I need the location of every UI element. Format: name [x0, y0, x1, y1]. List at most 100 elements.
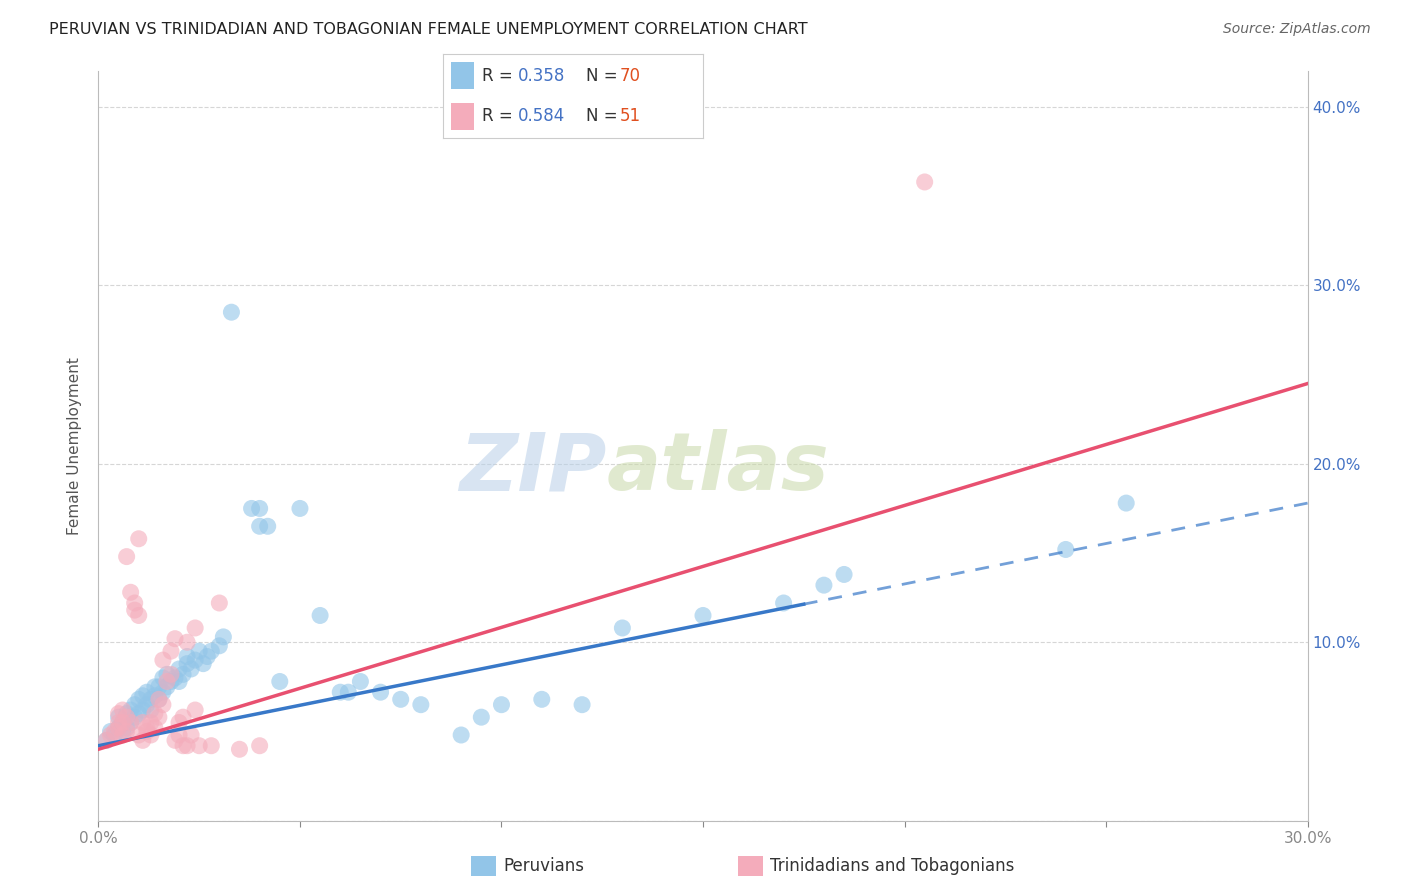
Point	[491, 698, 513, 712]
Point	[143, 689, 166, 703]
Text: 70: 70	[620, 67, 641, 85]
Text: 0.358: 0.358	[519, 67, 565, 85]
Point	[132, 733, 155, 747]
Point	[571, 698, 593, 712]
Point	[249, 519, 271, 533]
Point	[184, 621, 207, 635]
Text: Peruvians: Peruvians	[503, 857, 585, 875]
Point	[120, 585, 142, 599]
Point	[337, 685, 360, 699]
Point	[128, 706, 150, 721]
Point	[167, 674, 190, 689]
Point	[152, 698, 174, 712]
Point	[107, 706, 129, 721]
Text: ZIP: ZIP	[458, 429, 606, 508]
Point	[188, 739, 211, 753]
Point	[163, 671, 186, 685]
Point	[200, 644, 222, 658]
Point	[139, 715, 162, 730]
Point	[309, 608, 332, 623]
Point	[120, 715, 142, 730]
Point	[111, 728, 134, 742]
Point	[152, 685, 174, 699]
Point	[172, 739, 194, 753]
Point	[124, 698, 146, 712]
FancyBboxPatch shape	[451, 103, 474, 130]
Point	[100, 728, 122, 742]
Point	[1054, 542, 1077, 557]
Point	[143, 706, 166, 721]
Point	[160, 644, 183, 658]
Point	[115, 724, 138, 739]
Point	[249, 739, 271, 753]
Point	[1115, 496, 1137, 510]
Point	[370, 685, 392, 699]
Point	[132, 689, 155, 703]
Point	[172, 710, 194, 724]
Point	[193, 657, 215, 671]
Point	[103, 724, 125, 739]
Point	[139, 692, 162, 706]
Point	[349, 674, 371, 689]
Point	[124, 710, 146, 724]
Text: R =: R =	[482, 67, 517, 85]
Point	[184, 703, 207, 717]
Point	[389, 692, 412, 706]
Point	[692, 608, 714, 623]
Point	[120, 715, 142, 730]
Point	[184, 653, 207, 667]
Point	[120, 703, 142, 717]
Point	[160, 674, 183, 689]
Point	[914, 175, 936, 189]
Point	[208, 639, 231, 653]
Point	[128, 532, 150, 546]
Point	[135, 685, 157, 699]
Point	[212, 630, 235, 644]
Point	[612, 621, 634, 635]
Point	[107, 721, 129, 735]
Point	[115, 721, 138, 735]
Point	[100, 724, 122, 739]
Point	[152, 653, 174, 667]
Text: PERUVIAN VS TRINIDADIAN AND TOBAGONIAN FEMALE UNEMPLOYMENT CORRELATION CHART: PERUVIAN VS TRINIDADIAN AND TOBAGONIAN F…	[49, 22, 808, 37]
Point	[813, 578, 835, 592]
Point	[176, 657, 198, 671]
Point	[135, 724, 157, 739]
Point	[163, 733, 186, 747]
Point	[148, 710, 170, 724]
Point	[772, 596, 794, 610]
Point	[107, 715, 129, 730]
Point	[124, 596, 146, 610]
Point	[167, 728, 190, 742]
Point	[128, 692, 150, 706]
Point	[143, 721, 166, 735]
Point	[269, 674, 291, 689]
Point	[832, 567, 855, 582]
Point	[115, 706, 138, 721]
Point	[172, 667, 194, 681]
Point	[180, 728, 202, 742]
Point	[96, 733, 118, 747]
Point	[329, 685, 352, 699]
Point	[450, 728, 472, 742]
Point	[148, 680, 170, 694]
Point	[200, 739, 222, 753]
Point	[111, 715, 134, 730]
Point	[103, 728, 125, 742]
Point	[107, 721, 129, 735]
Point	[160, 667, 183, 681]
Point	[128, 608, 150, 623]
Text: Trinidadians and Tobagonians: Trinidadians and Tobagonians	[770, 857, 1015, 875]
FancyBboxPatch shape	[451, 62, 474, 89]
Text: atlas: atlas	[606, 429, 830, 508]
Point	[167, 662, 190, 676]
Point	[195, 649, 218, 664]
Point	[176, 649, 198, 664]
Point	[176, 635, 198, 649]
Point	[156, 680, 179, 694]
Point	[148, 692, 170, 706]
Point	[132, 715, 155, 730]
Point	[143, 680, 166, 694]
Point	[124, 603, 146, 617]
Text: 0.584: 0.584	[519, 107, 565, 125]
